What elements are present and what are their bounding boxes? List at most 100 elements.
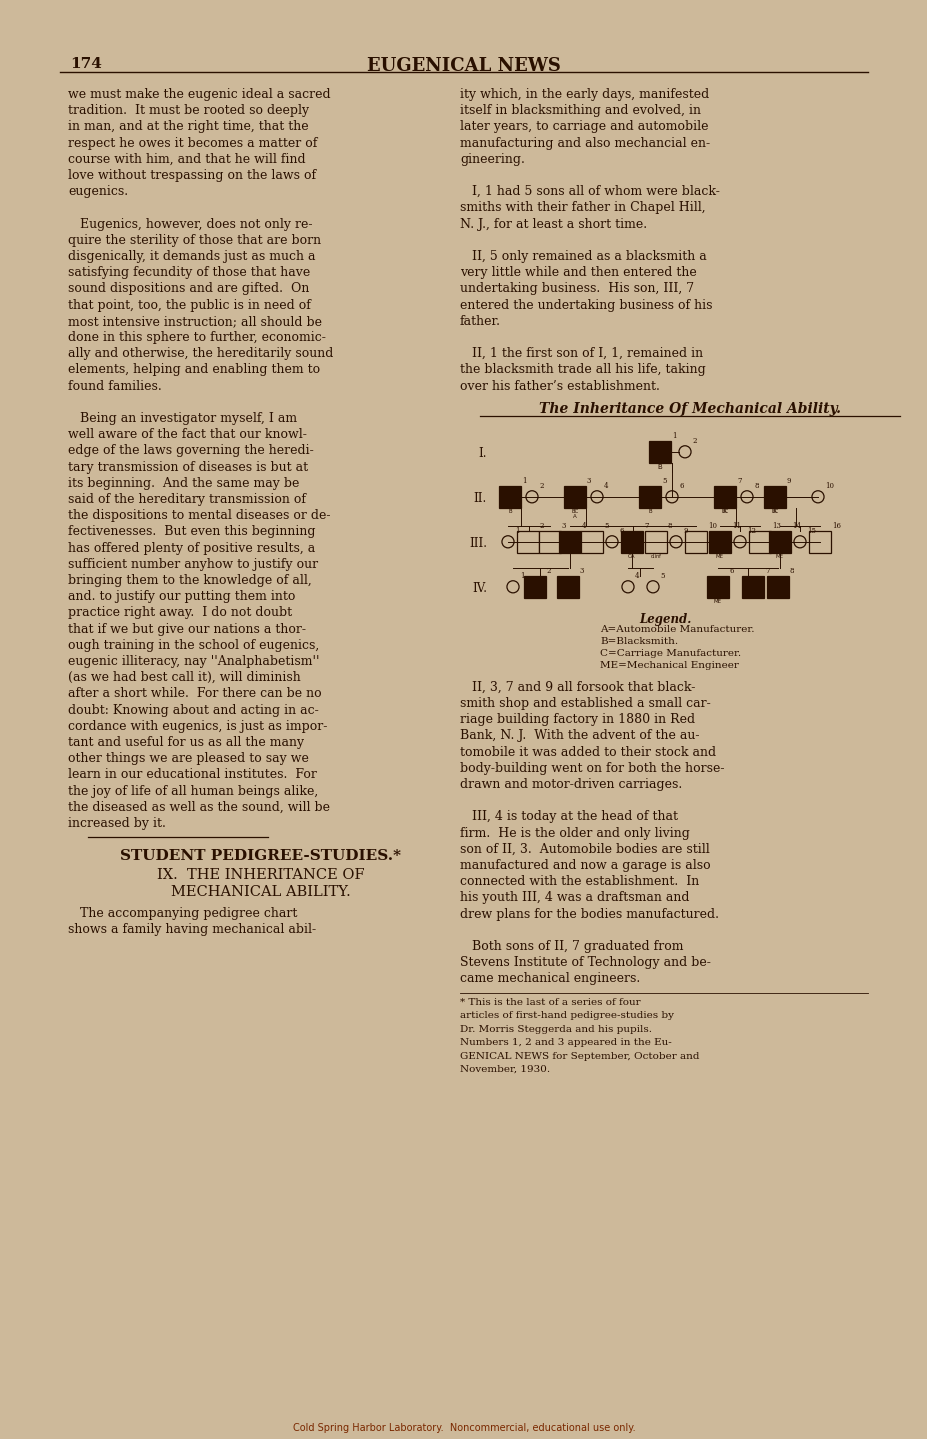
Bar — [639, 486, 660, 508]
Text: disgenically, it demands just as much a: disgenically, it demands just as much a — [68, 250, 315, 263]
Bar — [742, 576, 763, 597]
Text: satisfying fecundity of those that have: satisfying fecundity of those that have — [68, 266, 310, 279]
Text: Stevens Institute of Technology and be-: Stevens Institute of Technology and be- — [460, 955, 710, 970]
Text: itself in blacksmithing and evolved, in: itself in blacksmithing and evolved, in — [460, 104, 700, 117]
Circle shape — [605, 535, 617, 548]
Circle shape — [506, 581, 518, 593]
Circle shape — [621, 581, 633, 593]
Text: love without trespassing on the laws of: love without trespassing on the laws of — [68, 168, 316, 181]
Text: tant and useful for us as all the many: tant and useful for us as all the many — [68, 735, 304, 750]
Bar — [748, 531, 770, 553]
Text: II, 1 the first son of I, 1, remained in: II, 1 the first son of I, 1, remained in — [460, 347, 703, 360]
Circle shape — [733, 535, 745, 548]
Text: The Inheritance Of Mechanical Ability.: The Inheritance Of Mechanical Ability. — [539, 401, 840, 416]
Text: 6: 6 — [679, 482, 683, 489]
Text: GENICAL NEWS for September, October and: GENICAL NEWS for September, October and — [460, 1052, 699, 1061]
Text: II.: II. — [474, 492, 487, 505]
Text: 7: 7 — [764, 567, 768, 574]
Text: shows a family having mechanical abil-: shows a family having mechanical abil- — [68, 924, 316, 937]
Circle shape — [590, 491, 603, 502]
Text: elements, helping and enabling them to: elements, helping and enabling them to — [68, 364, 320, 377]
Text: A: A — [722, 509, 726, 514]
Text: entered the undertaking business of his: entered the undertaking business of his — [460, 299, 712, 312]
Text: 16: 16 — [832, 522, 840, 530]
Text: III.: III. — [468, 537, 487, 550]
Text: connected with the establishment.  In: connected with the establishment. In — [460, 875, 699, 888]
Bar — [808, 531, 830, 553]
Text: riage building factory in 1880 in Red: riage building factory in 1880 in Red — [460, 714, 694, 727]
Text: in man, and at the right time, that the: in man, and at the right time, that the — [68, 121, 309, 134]
Text: 5: 5 — [659, 571, 664, 580]
Text: done in this sphere to further, economic-: done in this sphere to further, economic… — [68, 331, 325, 344]
Bar — [499, 486, 520, 508]
Text: 1: 1 — [521, 476, 526, 485]
Text: sufficient number anyhow to justify our: sufficient number anyhow to justify our — [68, 558, 318, 571]
Text: N. J., for at least a short time.: N. J., for at least a short time. — [460, 217, 646, 230]
Text: BC: BC — [720, 509, 728, 514]
Text: Dr. Morris Steggerda and his pupils.: Dr. Morris Steggerda and his pupils. — [460, 1025, 652, 1033]
Text: MECHANICAL ABILITY.: MECHANICAL ABILITY. — [171, 885, 350, 899]
Text: 1: 1 — [514, 527, 519, 535]
Text: well aware of the fact that our knowl-: well aware of the fact that our knowl- — [68, 429, 307, 442]
Bar — [763, 486, 785, 508]
Bar — [558, 531, 580, 553]
Text: 10: 10 — [824, 482, 833, 489]
Text: fectivenesses.  But even this beginning: fectivenesses. But even this beginning — [68, 525, 315, 538]
Text: 7: 7 — [736, 476, 741, 485]
Text: eugenics.: eugenics. — [68, 186, 128, 199]
Text: 8: 8 — [789, 567, 794, 574]
Text: said of the hereditary transmission of: said of the hereditary transmission of — [68, 494, 306, 507]
Text: 15: 15 — [806, 527, 815, 535]
Bar — [516, 531, 539, 553]
Text: Numbers 1, 2 and 3 appeared in the Eu-: Numbers 1, 2 and 3 appeared in the Eu- — [460, 1038, 671, 1048]
Text: * This is the last of a series of four: * This is the last of a series of four — [460, 997, 640, 1007]
Text: course with him, and that he will find: course with him, and that he will find — [68, 153, 305, 165]
Text: learn in our educational institutes.  For: learn in our educational institutes. For — [68, 768, 316, 781]
Bar — [524, 576, 545, 597]
Text: 8: 8 — [754, 482, 757, 489]
Bar — [713, 486, 735, 508]
Text: 12: 12 — [746, 527, 756, 535]
Bar — [620, 531, 642, 553]
Bar — [564, 486, 585, 508]
Bar — [767, 576, 788, 597]
Text: his youth III, 4 was a draftsman and: his youth III, 4 was a draftsman and — [460, 891, 689, 904]
Text: ally and otherwise, the hereditarily sound: ally and otherwise, the hereditarily sou… — [68, 347, 333, 360]
Text: manufactured and now a garage is also: manufactured and now a garage is also — [460, 859, 710, 872]
Text: 5: 5 — [603, 522, 608, 530]
Bar — [768, 531, 790, 553]
Circle shape — [740, 491, 752, 502]
Text: I.: I. — [478, 448, 487, 460]
Text: IX.  THE INHERITANCE OF: IX. THE INHERITANCE OF — [157, 868, 364, 882]
Text: Being an investigator myself, I am: Being an investigator myself, I am — [68, 412, 297, 425]
Text: firm.  He is the older and only living: firm. He is the older and only living — [460, 826, 689, 839]
Bar — [539, 531, 561, 553]
Text: ME=Mechanical Engineer: ME=Mechanical Engineer — [600, 661, 738, 669]
Bar — [684, 531, 706, 553]
Text: 2: 2 — [539, 482, 543, 489]
Text: and. to justify our putting them into: and. to justify our putting them into — [68, 590, 295, 603]
Text: 1: 1 — [519, 571, 524, 580]
Text: most intensive instruction; all should be: most intensive instruction; all should b… — [68, 315, 322, 328]
Text: eugenic illiteracy, nay ''Analphabetism'': eugenic illiteracy, nay ''Analphabetism'… — [68, 655, 319, 668]
Text: Eugenics, however, does not only re-: Eugenics, however, does not only re- — [68, 217, 312, 230]
Text: I, 1 had 5 sons all of whom were black-: I, 1 had 5 sons all of whom were black- — [460, 186, 719, 199]
Circle shape — [646, 581, 658, 593]
Text: edge of the laws governing the heredi-: edge of the laws governing the heredi- — [68, 445, 313, 458]
Circle shape — [811, 491, 823, 502]
Text: C=Carriage Manufacturer.: C=Carriage Manufacturer. — [600, 649, 741, 658]
Text: over his father’s establishment.: over his father’s establishment. — [460, 380, 659, 393]
Text: The accompanying pedigree chart: The accompanying pedigree chart — [68, 907, 297, 920]
Text: increased by it.: increased by it. — [68, 817, 166, 830]
Text: 5: 5 — [661, 476, 666, 485]
Bar — [556, 576, 578, 597]
Text: d.inf: d.inf — [650, 554, 661, 558]
Circle shape — [669, 535, 681, 548]
Text: 6: 6 — [618, 527, 623, 535]
Text: articles of first-hand pedigree-studies by: articles of first-hand pedigree-studies … — [460, 1012, 673, 1020]
Text: November, 1930.: November, 1930. — [460, 1065, 550, 1073]
Text: 13: 13 — [771, 522, 780, 530]
Text: found families.: found families. — [68, 380, 161, 393]
Text: 6: 6 — [730, 567, 733, 574]
Text: 2: 2 — [692, 437, 696, 445]
